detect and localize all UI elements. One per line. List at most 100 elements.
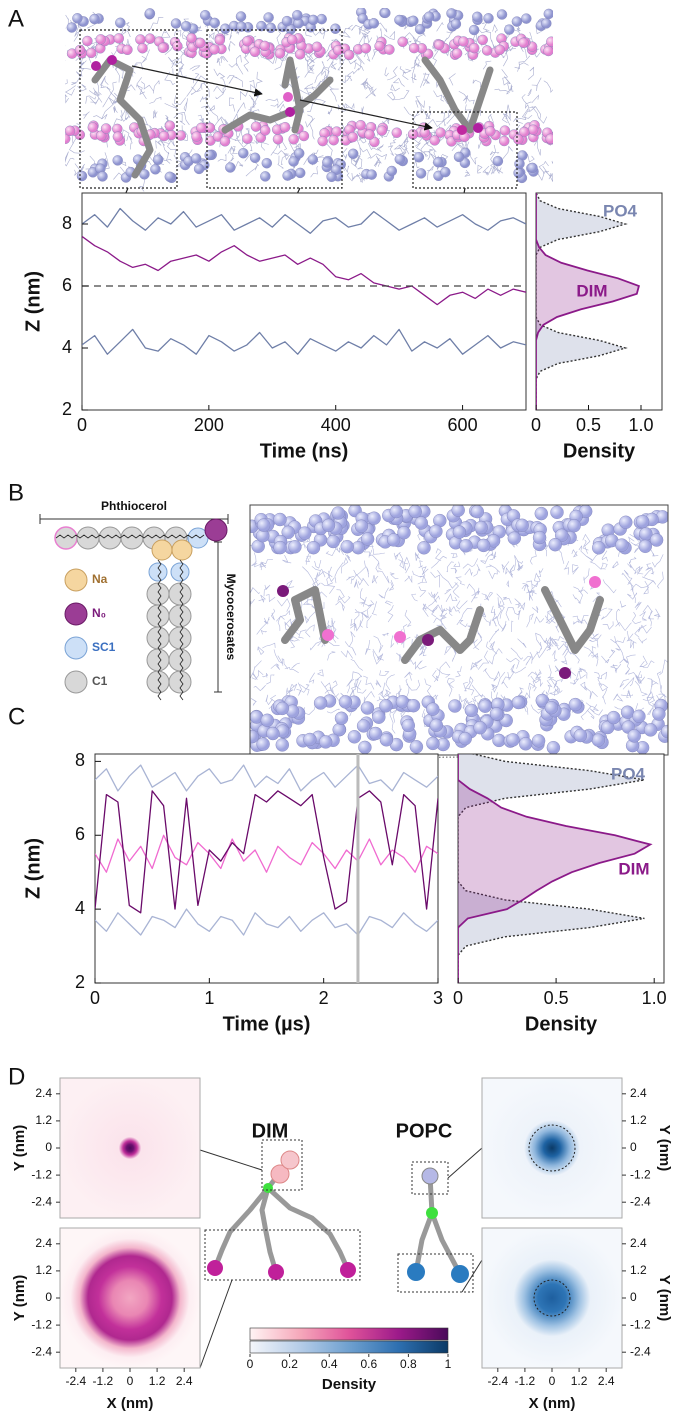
cg-model-diagram: Phthiocerol Mycocerosates Na N₀ SC1 C1 [40, 499, 238, 700]
lipid-head [490, 707, 503, 720]
lipid-head [194, 164, 204, 174]
lipid-head [257, 519, 270, 532]
lipid-head [628, 729, 641, 742]
lipid-head [341, 540, 354, 553]
lipid-head [329, 135, 339, 145]
x-tick-label: 200 [194, 415, 224, 435]
lipid-head [451, 19, 461, 29]
lipid-head [519, 38, 529, 48]
x-tick-label: 0 [127, 1374, 134, 1388]
lipid-head [187, 33, 197, 43]
lipid-head [283, 171, 293, 181]
lipid-head [549, 538, 562, 551]
lipid-head [420, 128, 430, 138]
lipid-head [619, 516, 632, 529]
lipid-head [429, 525, 442, 538]
lipid-head [395, 154, 405, 164]
lipid-head [516, 519, 529, 532]
x-tick-label: -2.4 [487, 1374, 508, 1388]
lipid-head [414, 152, 424, 162]
lipid-head [390, 505, 403, 518]
lipid-head [541, 18, 551, 28]
lipid-head [430, 719, 443, 732]
bead [147, 583, 169, 605]
y-tick-label: 2 [75, 972, 85, 992]
y-tick-label: 2 [62, 399, 72, 419]
x-tick-label: 0 [453, 988, 463, 1008]
lipid-head [191, 154, 201, 164]
lipid-head [314, 697, 327, 710]
y-axis-label: Y (nm) [656, 1125, 673, 1171]
lipid-head [379, 699, 392, 712]
panel-label: D [8, 1063, 25, 1090]
bead [171, 563, 189, 581]
y-tick-label: -1.2 [630, 1167, 651, 1181]
bead [91, 61, 101, 71]
lipid-head [568, 519, 581, 532]
lipid-head [150, 164, 160, 174]
lipid-head [209, 44, 219, 54]
lipid-head [250, 153, 260, 163]
bead [205, 519, 227, 541]
lipid-head [402, 719, 415, 732]
x-tick-label: -2.4 [65, 1374, 86, 1388]
y-tick-label: 1.2 [630, 1263, 647, 1277]
lipid-head [478, 35, 488, 45]
bond [416, 1176, 460, 1274]
x-tick-label: 0.2 [281, 1357, 298, 1371]
lipid-head [512, 696, 525, 709]
y-tick-label: 0 [45, 1290, 52, 1304]
lipid-head [387, 166, 397, 176]
lipid-head [308, 155, 318, 165]
lipid-head [257, 738, 270, 751]
x-tick-label: 0 [247, 1357, 254, 1371]
y-tick-label: 1.2 [35, 1113, 52, 1127]
lipid-head [276, 738, 289, 751]
lipid-head [90, 14, 100, 24]
lipid-head [493, 734, 506, 747]
x-tick-label: 1 [204, 988, 214, 1008]
lipid-head [433, 157, 443, 167]
bead [589, 576, 601, 588]
bead [147, 627, 169, 649]
lipid-head [333, 45, 343, 55]
y-tick-label: -2.4 [31, 1194, 52, 1208]
lipid-head [322, 158, 332, 168]
lipid-head [262, 158, 272, 168]
bead [283, 92, 293, 102]
colorbar [250, 1341, 448, 1353]
lipid-head [264, 13, 274, 23]
y-axis-label: Y (nm) [11, 1125, 28, 1171]
heatmap-fills [60, 1078, 622, 1368]
lipid-head [114, 33, 124, 43]
lipid-head [319, 735, 332, 748]
lipid-head [181, 21, 191, 31]
lipid-head [96, 34, 106, 44]
lipid-head [153, 155, 163, 165]
lipid-head [479, 700, 492, 713]
panel-label: C [8, 703, 25, 730]
lipid-head [495, 45, 505, 55]
x-tick-label: 2.4 [176, 1374, 193, 1388]
panel-label: B [8, 479, 24, 506]
y-tick-label: -1.2 [630, 1317, 651, 1331]
y-tick-label: 1.2 [35, 1263, 52, 1277]
lipid-head [122, 45, 132, 55]
bead [473, 123, 483, 133]
x-tick-label: 0 [531, 415, 541, 435]
y-tick-label: 8 [75, 750, 85, 770]
lipid-head [298, 527, 311, 540]
lipid-head [448, 700, 461, 713]
y-tick-label: 6 [62, 275, 72, 295]
lipid-head [409, 43, 419, 53]
lipid-head [195, 38, 205, 48]
lipid-head [113, 155, 123, 165]
lipid-head [192, 132, 202, 142]
x-axis-label: Density [525, 1013, 598, 1035]
lipid-head [165, 121, 175, 131]
lipid-head [475, 521, 488, 534]
lipid-head [282, 16, 292, 26]
bead [407, 1263, 425, 1281]
series-label: DIM [618, 859, 649, 878]
